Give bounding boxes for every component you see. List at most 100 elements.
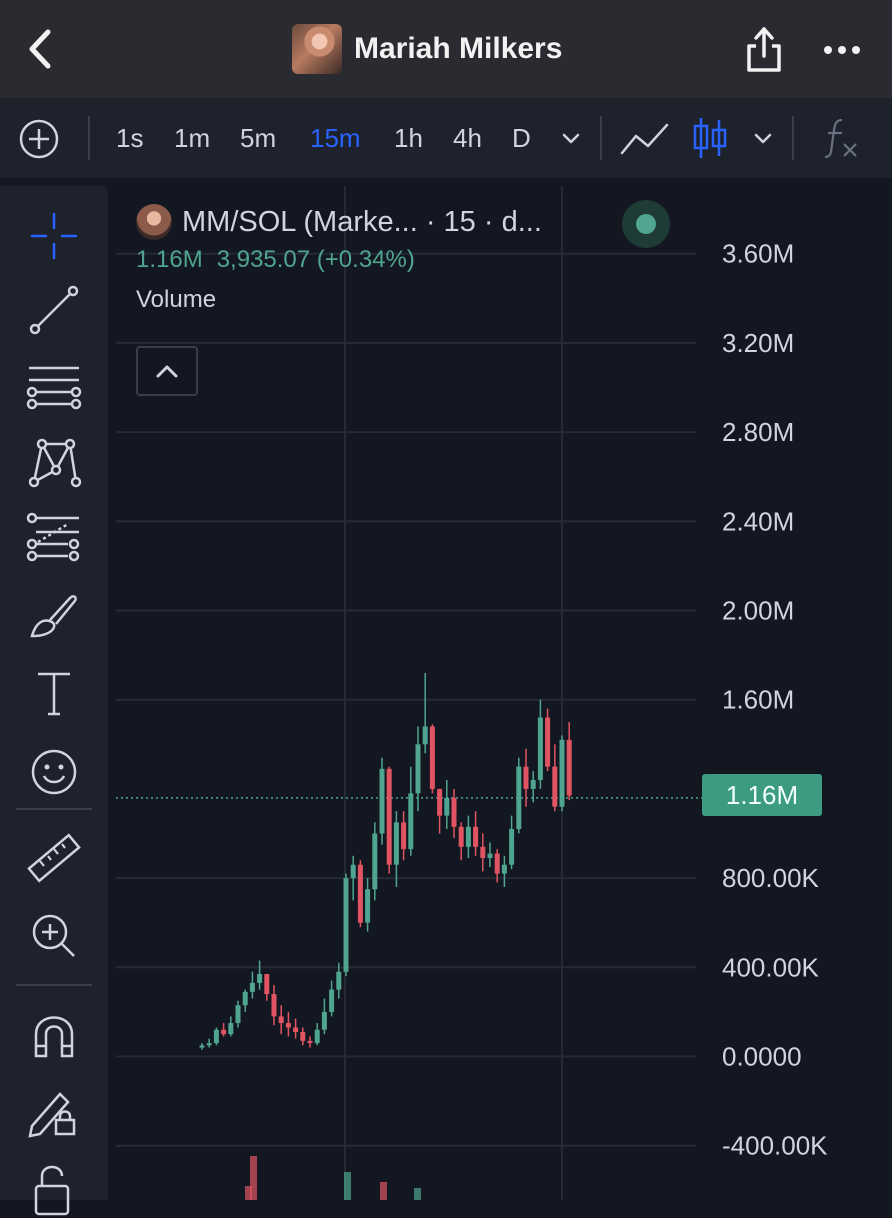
candle-body: [552, 766, 558, 807]
candle-body: [401, 822, 407, 850]
candle-body: [293, 1027, 299, 1032]
candle-body: [523, 766, 529, 789]
candlestick-plot[interactable]: 3.60M 3.20M 2.80M 2.40M 2.00M 1.60M 800.00K 400…: [116, 186, 892, 1200]
price-chart[interactable]: 3.60M 3.20M 2.80M 2.40M 2.00M 1.60M 800.00K 400…: [116, 186, 892, 1200]
token-avatar: [292, 24, 342, 74]
timeframe-4h[interactable]: 4h: [453, 123, 482, 153]
candle-body: [336, 971, 342, 990]
token-header[interactable]: Mariah Milkers: [292, 24, 562, 74]
candle-body: [559, 739, 565, 807]
page-title: Mariah Milkers: [354, 32, 563, 65]
chevron-up-icon: [156, 365, 178, 378]
candle-body: [235, 1005, 241, 1024]
indicators-fx-icon[interactable]: [822, 116, 862, 160]
lock-drawing-icon[interactable]: [24, 1082, 84, 1142]
zoom-in-icon[interactable]: [24, 906, 84, 966]
magnet-icon[interactable]: [24, 1006, 84, 1066]
timeframe-1m[interactable]: 1m: [174, 123, 211, 153]
fib-icon[interactable]: [24, 508, 84, 568]
candle-body: [221, 1029, 227, 1035]
unlock-icon[interactable]: [24, 1158, 84, 1218]
back-chevron-icon[interactable]: [20, 28, 60, 70]
y-tick-label: 2.40M: [722, 506, 794, 536]
timeframe-1h[interactable]: 1h: [394, 123, 423, 153]
candle-body: [545, 717, 551, 767]
candle-body: [501, 864, 507, 874]
candle-body: [264, 973, 270, 995]
more-icon[interactable]: [822, 40, 862, 60]
ruler-icon[interactable]: [24, 828, 84, 888]
volume-label[interactable]: Volume: [136, 286, 217, 313]
candle-body: [537, 717, 543, 780]
volume-bar: [414, 1188, 421, 1200]
candle-body: [494, 853, 500, 874]
symbol-label[interactable]: MM/SOL (Marke... · 15 · d...: [182, 205, 542, 238]
candle-body: [278, 1016, 284, 1024]
candle-body: [343, 878, 349, 972]
status-dot: [636, 214, 656, 234]
y-tick-label: 3.60M: [722, 239, 794, 269]
brush-icon[interactable]: [24, 586, 84, 646]
candle-body: [509, 829, 515, 865]
symbol-avatar: [136, 204, 172, 240]
candle-body: [357, 864, 363, 923]
y-tick-label: 800.00K: [722, 863, 820, 893]
candle-body: [379, 768, 385, 834]
volume-bar: [344, 1172, 351, 1200]
candle-body: [480, 846, 486, 859]
candle-body: [530, 779, 536, 789]
candle-body: [422, 726, 428, 745]
candle-body: [314, 1029, 320, 1044]
y-tick-label: 0.0000: [722, 1042, 802, 1072]
candle-body: [321, 1011, 327, 1030]
candle-body: [444, 797, 450, 816]
candle-body: [451, 797, 457, 827]
last-price-value: 1.16M: [136, 246, 203, 273]
horizontal-lines-icon[interactable]: [24, 358, 84, 418]
candle-body: [350, 864, 356, 879]
candle-body: [437, 788, 443, 816]
add-circle-icon[interactable]: [18, 118, 60, 160]
volume-bar: [245, 1186, 252, 1200]
candle-body: [228, 1023, 234, 1035]
candle-body: [516, 766, 522, 830]
candle-body: [206, 1043, 212, 1046]
market-status-indicator[interactable]: [622, 200, 670, 248]
timeframe-15m[interactable]: 15m: [310, 123, 361, 153]
candle-body: [415, 744, 421, 794]
candle-body: [393, 822, 399, 865]
candle-body: [386, 768, 392, 865]
crosshair-icon[interactable]: [24, 206, 84, 266]
last-price-tag: 1.16M: [702, 774, 822, 816]
candles-icon[interactable]: [690, 116, 730, 160]
timeframe-d[interactable]: D: [512, 123, 531, 153]
candle-body: [213, 1029, 219, 1044]
timeframe-5m[interactable]: 5m: [240, 123, 277, 153]
candle-body: [473, 826, 479, 847]
trend-line-icon[interactable]: [24, 280, 84, 340]
candle-body: [465, 826, 471, 847]
chevron-down-icon[interactable]: [752, 128, 774, 148]
timeframe-1s[interactable]: 1s: [116, 123, 144, 153]
candle-body: [285, 1023, 291, 1028]
collapse-legend-button[interactable]: [136, 346, 198, 396]
pattern-icon[interactable]: [24, 434, 84, 494]
candle-body: [199, 1045, 205, 1048]
candle-body: [300, 1031, 306, 1041]
emoji-icon[interactable]: [24, 742, 84, 802]
chevron-down-icon[interactable]: [560, 128, 582, 148]
divider: [88, 116, 90, 160]
line-chart-icon[interactable]: [620, 120, 670, 158]
candle-body: [566, 739, 572, 796]
candle-body: [271, 994, 277, 1017]
candle-body: [429, 726, 435, 789]
y-tick-label: 2.80M: [722, 417, 794, 447]
candle-body: [372, 833, 378, 890]
divider: [16, 808, 92, 810]
share-icon[interactable]: [744, 24, 784, 74]
y-tick-label: 1.60M: [722, 685, 794, 715]
candle-body: [242, 991, 248, 1006]
candle-body: [365, 889, 371, 923]
text-icon[interactable]: [24, 664, 84, 724]
price-change-value: 3,935.07 (+0.34%): [216, 246, 415, 273]
